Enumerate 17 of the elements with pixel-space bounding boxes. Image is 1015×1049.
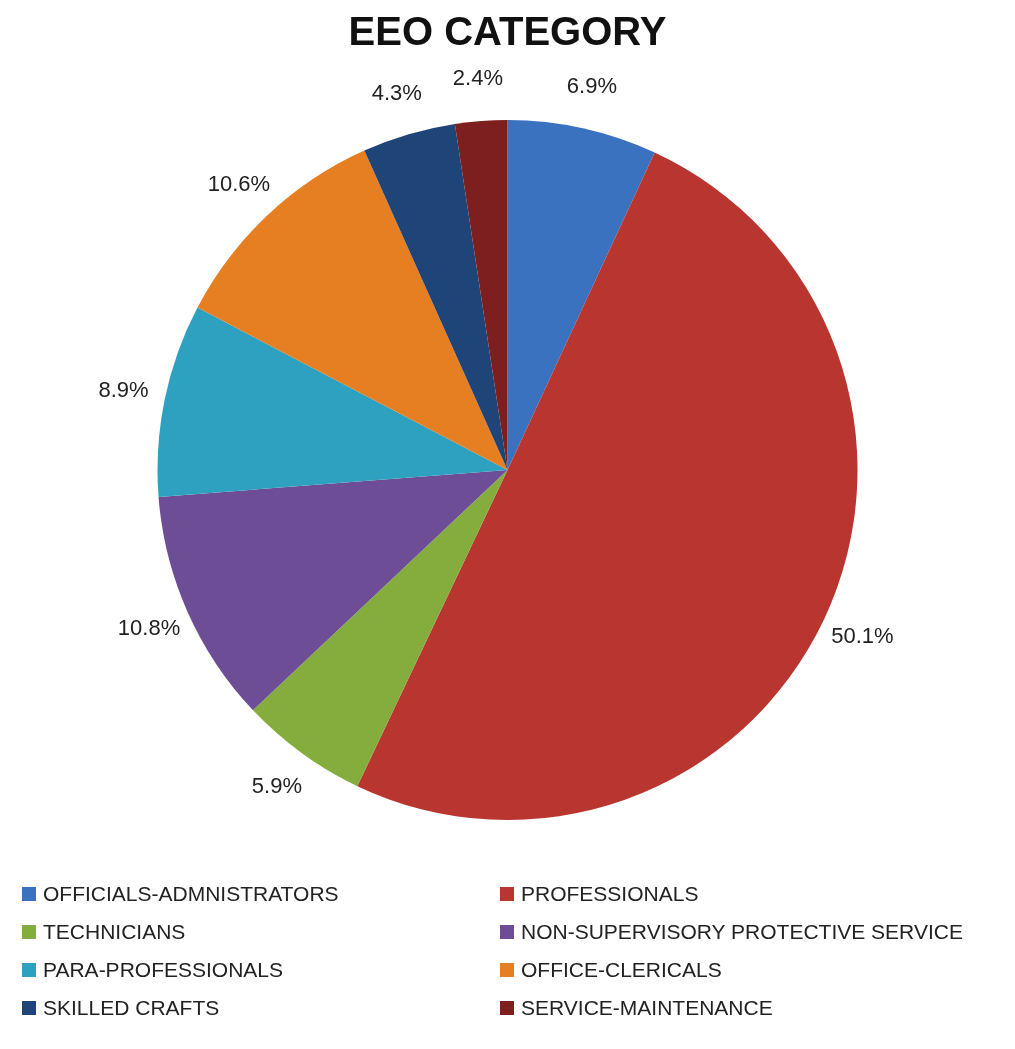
legend-label: PROFESSIONALS	[521, 882, 699, 906]
data-label: 10.6%	[207, 170, 271, 196]
legend-label: SKILLED CRAFTS	[43, 996, 220, 1020]
data-label: 6.9%	[566, 73, 617, 99]
chart-title: EEO CATEGORY	[348, 9, 667, 54]
data-label: 8.9%	[98, 377, 149, 403]
legend-label: NON-SUPERVISORY PROTECTIVE SERVICE	[521, 920, 963, 944]
legend-label: PARA-PROFESSIONALS	[43, 958, 284, 982]
data-label: 50.1%	[831, 622, 894, 648]
data-label: 4.3%	[371, 80, 422, 105]
data-label: 10.8%	[117, 614, 181, 640]
legend-label: OFFICE-CLERICALS	[521, 958, 722, 982]
data-label: 2.4%	[452, 65, 504, 91]
legend-label: SERVICE-MAINTENANCE	[521, 996, 773, 1020]
data-label: 5.9%	[251, 773, 302, 799]
legend-label: TECHNICIANS	[43, 920, 186, 944]
legend-label: OFFICIALS-ADMNISTRATORS	[43, 882, 339, 906]
